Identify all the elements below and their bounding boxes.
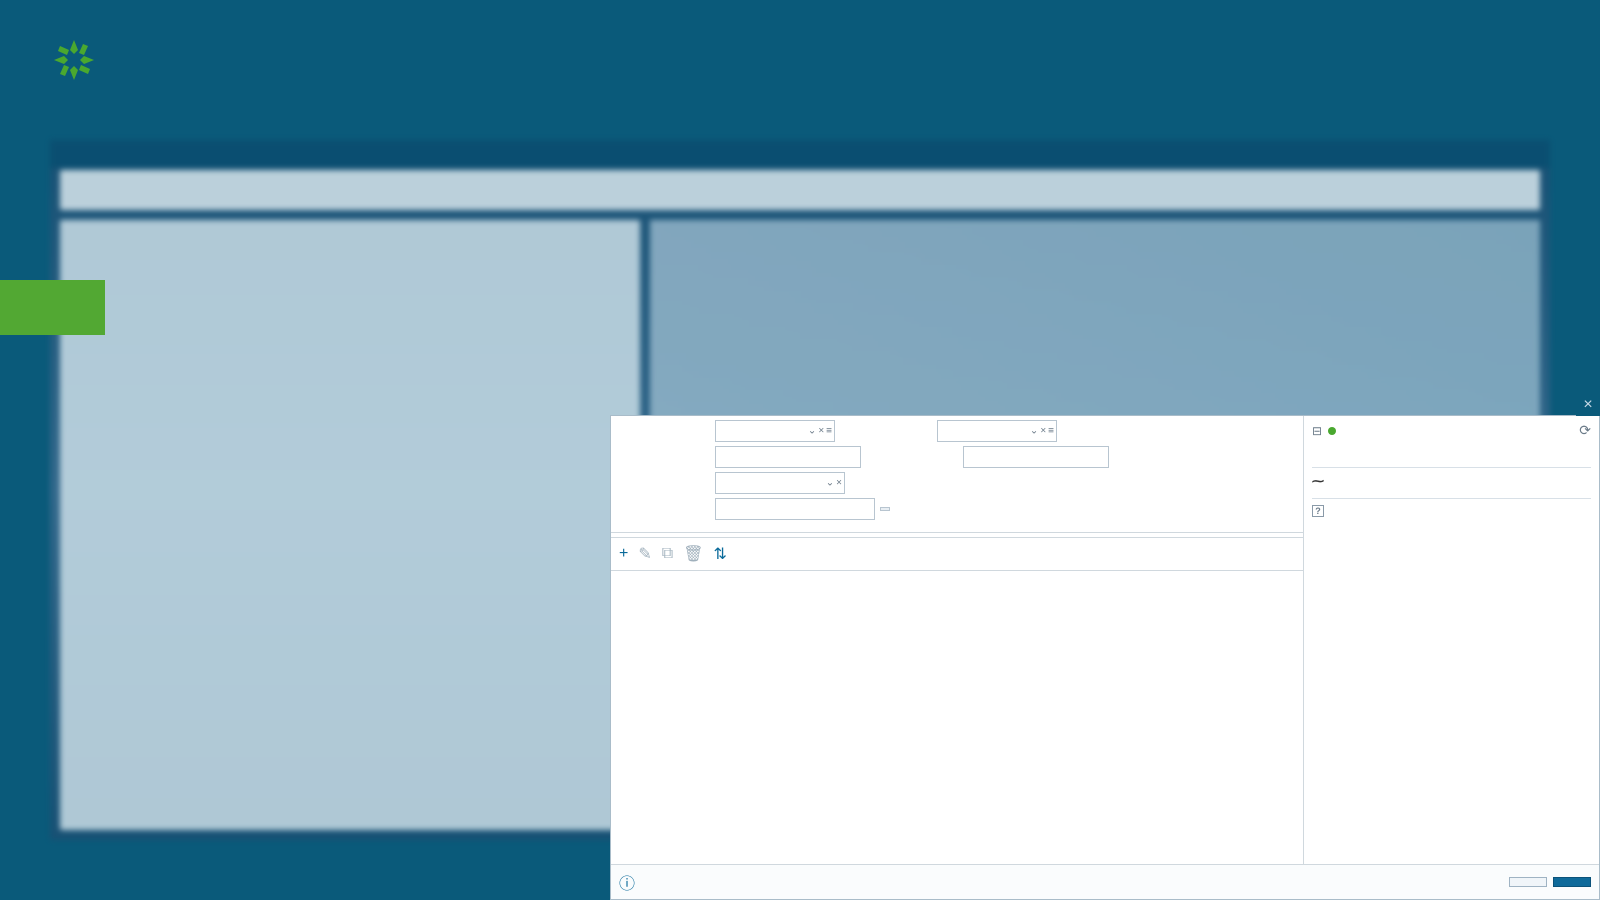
device-form: ⌄×≡ ⌄×≡ <box>611 416 1303 533</box>
sim2-input[interactable] <box>963 446 1109 468</box>
list-icon[interactable]: ≡ <box>1048 426 1054 437</box>
dialog-close-button[interactable]: × <box>1576 394 1600 416</box>
edit-button[interactable]: ✎ <box>638 544 651 564</box>
clear-icon[interactable]: × <box>1040 426 1046 437</box>
list-icon[interactable]: ≡ <box>826 426 832 437</box>
page-header <box>0 0 1600 120</box>
chevron-down-icon[interactable]: ⌄ <box>1030 426 1038 437</box>
sensor-grid <box>611 571 1303 864</box>
grid-toolbar: + ✎ ⧉ 🗑 ⇅ <box>611 538 1303 571</box>
device-info-panel: ⊟ ⟳ ⁓ ? <box>1304 416 1599 864</box>
logo <box>50 36 110 84</box>
ip-badge <box>880 507 890 511</box>
cancel-button[interactable] <box>1509 877 1547 887</box>
add-button[interactable]: + <box>619 545 628 563</box>
server-input[interactable] <box>715 498 875 520</box>
clear-icon[interactable]: × <box>836 478 842 489</box>
chevron-down-icon[interactable]: ⌄ <box>808 426 816 437</box>
sim1-input[interactable] <box>715 446 861 468</box>
status-indicator-icon: ⊟ <box>1312 424 1322 438</box>
title-overlay <box>0 280 105 335</box>
clear-icon[interactable]: × <box>818 426 824 437</box>
sensor-config-dialog: × ⌄×≡ ⌄×≡ <box>610 415 1600 900</box>
logo-icon <box>50 36 98 84</box>
chevron-down-icon[interactable]: ⌄ <box>826 478 834 489</box>
info-icon[interactable]: ⓘ <box>619 870 635 894</box>
refresh-button[interactable]: ⟳ <box>1579 422 1591 439</box>
question-icon: ? <box>1312 505 1324 517</box>
online-dot-icon <box>1328 427 1336 435</box>
dialog-footer: ⓘ <box>611 864 1599 899</box>
sort-button[interactable]: ⇅ <box>714 544 727 564</box>
pulse-icon: ⁓ <box>1312 474 1324 488</box>
copy-button[interactable]: ⧉ <box>662 545 673 563</box>
delete-button[interactable]: 🗑 <box>683 544 703 564</box>
save-button[interactable] <box>1553 877 1591 887</box>
